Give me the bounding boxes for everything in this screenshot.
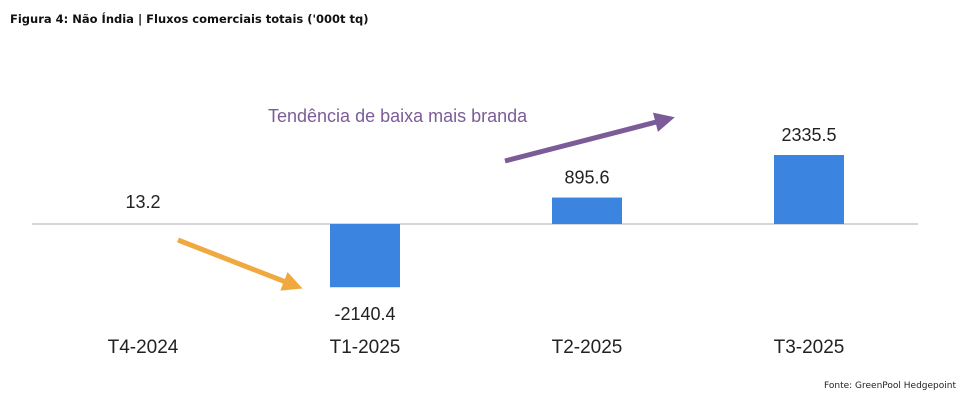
uptrend-arrow: [504, 112, 675, 164]
bar-t3-2025: [774, 155, 844, 224]
source-note: Fonte: GreenPool Hedgepoint: [824, 381, 956, 391]
category-label-t1-2025: T1-2025: [330, 337, 401, 358]
category-label-t4-2024: T4-2024: [108, 337, 179, 358]
category-label-t2-2025: T2-2025: [552, 337, 623, 358]
downtrend-arrow: [177, 237, 303, 291]
bar-t2-2025: [552, 197, 622, 224]
figure-title: Figura 4: Não Índia | Fluxos comerciais …: [10, 12, 369, 26]
bar-t1-2025: [330, 224, 400, 288]
data-label-t3-2025: 2335.5: [781, 125, 836, 145]
trend-annotation: Tendência de baixa mais branda: [268, 106, 528, 126]
data-label-t2-2025: 895.6: [564, 168, 609, 188]
category-label-t3-2025: T3-2025: [774, 337, 845, 358]
data-label-t4-2024: 13.2: [125, 192, 160, 212]
data-label-t1-2025: -2140.4: [334, 304, 395, 324]
